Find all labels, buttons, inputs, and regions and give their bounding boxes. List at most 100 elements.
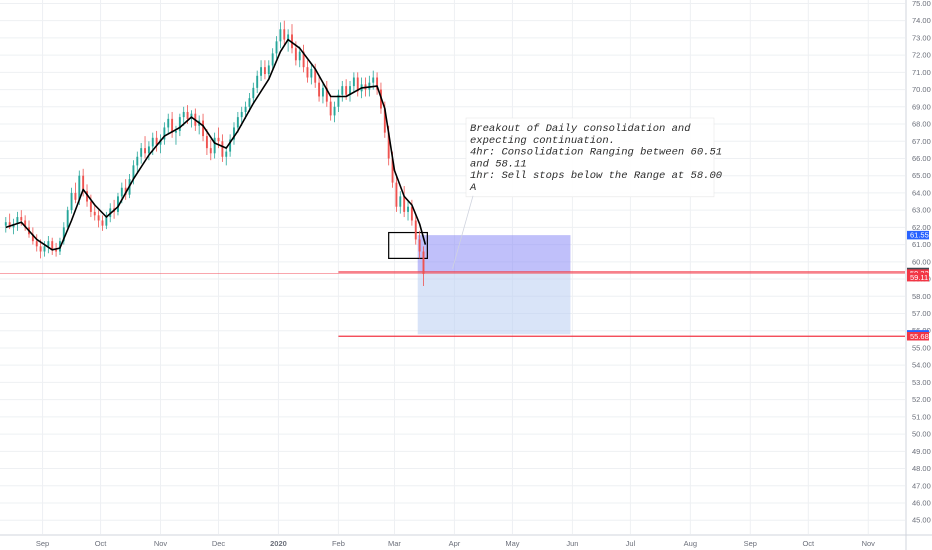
y-tick-label: 45.00 bbox=[912, 516, 931, 525]
candle-body bbox=[155, 137, 158, 145]
candle-body bbox=[376, 77, 379, 90]
text-annotation[interactable]: Breakout of Daily consolidation andexpec… bbox=[452, 117, 723, 269]
candle-body bbox=[321, 87, 324, 97]
candle-body bbox=[260, 67, 263, 76]
candle-body bbox=[233, 127, 235, 140]
candle-body bbox=[306, 67, 309, 78]
annotation-box[interactable] bbox=[465, 117, 715, 198]
price-badge-text: 61.55 bbox=[910, 231, 929, 240]
candle-body bbox=[117, 196, 119, 212]
y-tick-label: 69.00 bbox=[912, 102, 931, 111]
candle-body bbox=[209, 148, 212, 154]
annotation-line: expecting continuation. bbox=[470, 135, 615, 147]
candle-body bbox=[4, 222, 7, 226]
y-tick-label: 50.00 bbox=[912, 430, 931, 439]
y-tick-label: 67.00 bbox=[912, 137, 931, 146]
y-tick-label: 60.00 bbox=[912, 257, 931, 266]
candle-body bbox=[283, 29, 286, 40]
candle-body bbox=[136, 156, 139, 166]
x-tick-label: Apr bbox=[449, 539, 461, 548]
candle-body bbox=[178, 117, 181, 131]
candle-body bbox=[383, 108, 386, 133]
candle-body bbox=[186, 111, 189, 119]
candle-body bbox=[97, 215, 100, 221]
candle-body bbox=[418, 239, 421, 252]
candle-body bbox=[298, 51, 301, 61]
candle-body bbox=[356, 77, 359, 92]
x-tick-label: Feb bbox=[332, 539, 345, 548]
horizontal-levels[interactable] bbox=[0, 271, 905, 337]
candle-body bbox=[47, 241, 50, 247]
position-boxes[interactable] bbox=[388, 231, 571, 335]
candle-body bbox=[182, 111, 185, 118]
candle-body bbox=[82, 175, 85, 192]
candle-body bbox=[55, 249, 58, 252]
stop-loss-zone[interactable] bbox=[417, 235, 571, 272]
x-tick-label: Oct bbox=[802, 539, 815, 548]
y-tick-label: 64.00 bbox=[912, 188, 931, 197]
price-badge-text: 59.11 bbox=[910, 273, 928, 282]
candle-body bbox=[314, 68, 317, 83]
candle-body bbox=[240, 111, 243, 118]
y-tick-label: 46.00 bbox=[912, 498, 931, 507]
y-tick-label: 70.00 bbox=[912, 85, 931, 94]
candle-body bbox=[78, 175, 81, 200]
annotation-line: and 58.11 bbox=[470, 158, 527, 170]
candle-body bbox=[248, 98, 251, 107]
candle-body bbox=[89, 201, 92, 212]
y-tick-label: 57.00 bbox=[912, 309, 931, 318]
candle-body bbox=[252, 87, 255, 99]
x-tick-label: Dec bbox=[212, 539, 226, 548]
x-tick-label: May bbox=[505, 539, 519, 548]
price-badge-text: 55.68 bbox=[910, 332, 929, 341]
candle-body bbox=[399, 196, 402, 207]
candle-body bbox=[345, 86, 348, 95]
time-axis[interactable]: Sep Oct Nov Dec 2020 Feb Mar Apr May Jun Jul Aug Sep… bbox=[0, 534, 932, 548]
candle-body bbox=[291, 34, 293, 49]
candle-body bbox=[12, 223, 15, 228]
candle-body bbox=[144, 148, 146, 154]
candle-body bbox=[329, 101, 332, 116]
candle-body bbox=[236, 117, 239, 128]
candle-body bbox=[387, 132, 390, 159]
profit-target-zone[interactable] bbox=[417, 271, 571, 335]
y-tick-label: 68.00 bbox=[912, 120, 931, 129]
candle-body bbox=[202, 120, 204, 137]
candle-body bbox=[221, 141, 224, 157]
price-axis[interactable]: 45.00 46.00 47.00 48.00 49.00 50.00 51.00 52.00… bbox=[905, 0, 931, 550]
annotation-line: Breakout of Daily consolidation and bbox=[470, 123, 691, 135]
annotation-line: 1hr: Sell stops below the Range at 58.00 bbox=[470, 170, 722, 182]
y-tick-label: 62.00 bbox=[912, 223, 931, 232]
y-tick-label: 61.00 bbox=[912, 240, 931, 249]
candle-body bbox=[333, 106, 336, 116]
y-tick-label: 54.00 bbox=[912, 361, 931, 370]
candle-body bbox=[24, 220, 27, 228]
candle-body bbox=[372, 77, 375, 83]
candle-body bbox=[256, 75, 259, 88]
candle-body bbox=[318, 82, 321, 97]
candle-body bbox=[70, 192, 73, 211]
annotation-pointer bbox=[452, 195, 474, 269]
y-tick-label: 49.00 bbox=[912, 447, 931, 456]
candle-body bbox=[213, 137, 216, 154]
candle-body bbox=[171, 118, 174, 133]
candle-body bbox=[66, 210, 69, 228]
candle-body bbox=[422, 251, 425, 274]
consolidation-box[interactable] bbox=[388, 231, 428, 259]
candle-body bbox=[337, 94, 340, 107]
candle-body bbox=[124, 187, 127, 195]
y-tick-label: 74.00 bbox=[912, 16, 931, 25]
candle-body bbox=[225, 151, 228, 157]
x-tick-label: Jun bbox=[566, 539, 578, 548]
y-tick-label: 73.00 bbox=[912, 33, 931, 42]
candle-body bbox=[151, 137, 154, 147]
candle-body bbox=[325, 87, 328, 102]
candle-body bbox=[120, 187, 123, 197]
candle-body bbox=[132, 165, 135, 180]
y-tick-label: 63.00 bbox=[912, 206, 931, 215]
candle-body bbox=[263, 67, 266, 75]
x-tick-label: Aug bbox=[684, 539, 697, 548]
